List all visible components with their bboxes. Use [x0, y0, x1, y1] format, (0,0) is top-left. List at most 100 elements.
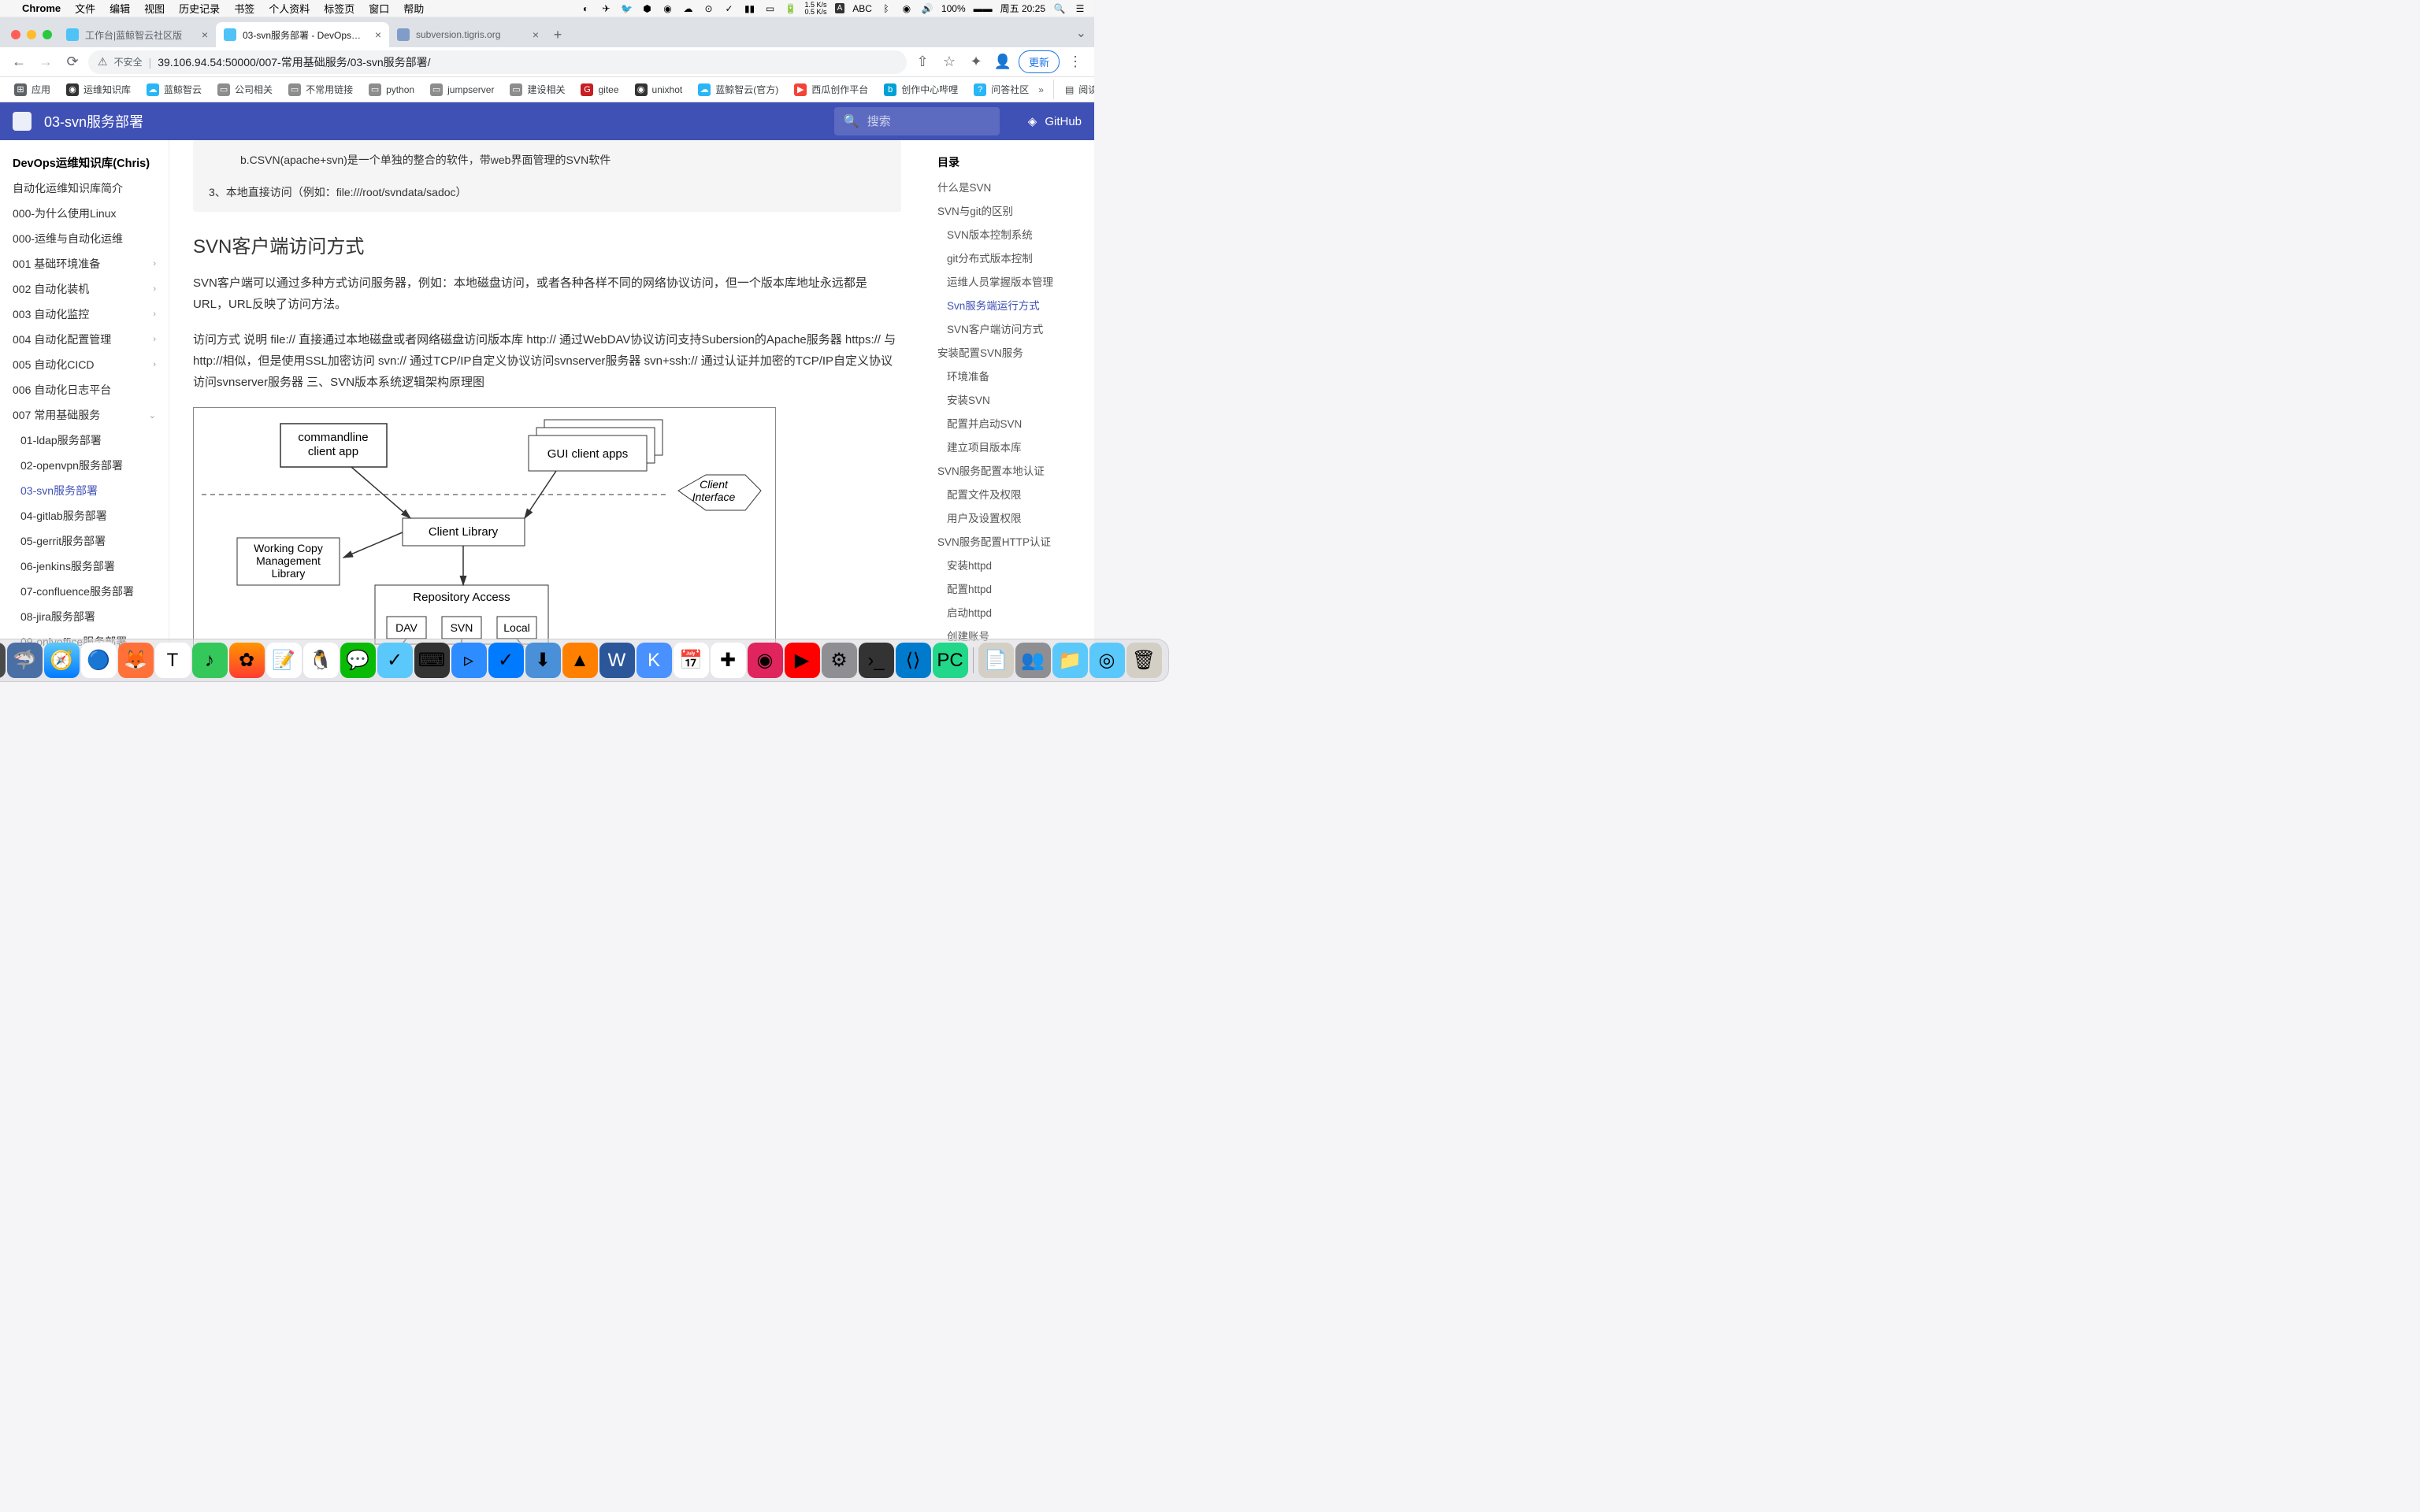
browser-tab[interactable]: 工作台|蓝鲸智云社区版 ×	[58, 22, 216, 47]
bookmarks-overflow[interactable]: »	[1038, 84, 1044, 95]
dock-trash-icon[interactable]: 🗑	[1126, 643, 1162, 678]
bookmark-item[interactable]: Ggitee	[574, 80, 625, 99]
toc-item[interactable]: 安装httpd	[925, 553, 1094, 576]
status-icon[interactable]: ◐	[580, 2, 592, 15]
new-tab-button[interactable]: +	[547, 24, 569, 46]
profile-button[interactable]: 👤	[992, 51, 1014, 73]
close-window-button[interactable]	[11, 30, 20, 39]
dock-textedit-icon[interactable]: T	[155, 643, 191, 678]
minimize-window-button[interactable]	[27, 30, 36, 39]
sidebar-item[interactable]: 自动化运维知识库简介	[0, 176, 169, 201]
dock-firefox-icon[interactable]: 🦊	[118, 643, 154, 678]
sidebar-subitem[interactable]: 07-confluence服务部署	[0, 579, 169, 604]
sidebar-subitem[interactable]: 02-openvpn服务部署	[0, 453, 169, 478]
toc-item[interactable]: 运维人员掌握版本管理	[925, 269, 1094, 293]
tab-close-button[interactable]: ×	[202, 28, 208, 41]
battery-icon[interactable]: 🔋	[785, 2, 797, 15]
bookmark-item[interactable]: ▶西瓜创作平台	[788, 80, 874, 99]
status-icon[interactable]: ◉	[662, 2, 674, 15]
bookmark-item[interactable]: ☁蓝鲸智云	[140, 80, 208, 99]
sidebar-item[interactable]: 004 自动化配置管理›	[0, 327, 169, 352]
dock-notes-icon[interactable]: 📝	[266, 643, 302, 678]
dock-iterm-icon[interactable]: ›_	[859, 643, 894, 678]
bookmark-item[interactable]: ▭不常用链接	[282, 80, 359, 99]
toc-item[interactable]: Svn服务端运行方式	[925, 293, 1094, 317]
toc-item[interactable]: SVN服务配置HTTP认证	[925, 529, 1094, 553]
volume-icon[interactable]: 🔊	[921, 2, 933, 15]
bookmark-item[interactable]: ◉unixhot	[629, 80, 689, 99]
extensions-button[interactable]: ✦	[965, 51, 987, 73]
bookmark-item[interactable]: ☁蓝鲸智云(官方)	[692, 80, 785, 99]
search-box[interactable]: 🔍	[834, 107, 1000, 135]
dock-airdrop-icon[interactable]: ◎	[1089, 643, 1125, 678]
dock-wps-icon[interactable]: K	[637, 643, 672, 678]
ime-indicator[interactable]: A	[835, 3, 845, 13]
dock-app-icon[interactable]: ✓	[377, 643, 413, 678]
menu-tabs[interactable]: 标签页	[324, 1, 354, 16]
sidebar-item[interactable]: 003 自动化监控›	[0, 302, 169, 327]
bookmark-item[interactable]: ?问答社区	[967, 80, 1035, 99]
dock-pycharm-icon[interactable]: PC	[933, 643, 968, 678]
toc-item[interactable]: 启动httpd	[925, 600, 1094, 624]
menu-bookmarks[interactable]: 书签	[234, 1, 254, 16]
status-icon[interactable]: ✓	[723, 2, 736, 15]
sidebar-subitem[interactable]: 03-svn服务部署	[0, 478, 169, 503]
dock-folder-icon[interactable]: 📁	[1052, 643, 1088, 678]
dock-calendar-icon[interactable]: 📅	[674, 643, 709, 678]
dock-youtube-icon[interactable]: ▶	[785, 643, 820, 678]
sidebar-subitem[interactable]: 04-gitlab服务部署	[0, 503, 169, 528]
sidebar-item[interactable]: 000-运维与自动化运维	[0, 226, 169, 251]
dock-photos-icon[interactable]: ✿	[229, 643, 265, 678]
dock-terminal-icon[interactable]: ⌨	[414, 643, 450, 678]
sidebar-item[interactable]: 005 自动化CICD›	[0, 352, 169, 377]
dock-qq-icon[interactable]: 🐧	[303, 643, 339, 678]
dock-music-icon[interactable]: ♪	[192, 643, 228, 678]
dock-wechat-icon[interactable]: 💬	[340, 643, 376, 678]
bookmark-item[interactable]: ◉运维知识库	[60, 80, 137, 99]
bookmark-item[interactable]: ▭jumpserver	[424, 80, 500, 99]
status-icon[interactable]: ▭	[764, 2, 777, 15]
search-input[interactable]	[867, 115, 990, 128]
sidebar-item[interactable]: 002 自动化装机›	[0, 276, 169, 302]
dock-app-icon[interactable]: ✓	[488, 643, 524, 678]
dock-settings-icon[interactable]: ⚙	[822, 643, 857, 678]
menu-edit[interactable]: 编辑	[109, 1, 130, 16]
sidebar-item[interactable]: 000-为什么使用Linux	[0, 201, 169, 226]
browser-tab[interactable]: subversion.tigris.org ×	[389, 22, 547, 47]
toc-item[interactable]: 用户及设置权限	[925, 506, 1094, 529]
menu-button[interactable]: ⋮	[1064, 51, 1086, 73]
dock-zoom-icon[interactable]: ▹	[451, 643, 487, 678]
toc-item[interactable]: 配置并启动SVN	[925, 411, 1094, 435]
dock-doc-icon[interactable]: 📄	[978, 643, 1014, 678]
maximize-window-button[interactable]	[43, 30, 52, 39]
dock-vlc-icon[interactable]: ▲	[562, 643, 598, 678]
toc-item[interactable]: 配置文件及权限	[925, 482, 1094, 506]
bluetooth-icon[interactable]: ᛒ	[880, 2, 893, 15]
sidebar-subitem[interactable]: 05-gerrit服务部署	[0, 528, 169, 554]
status-icon[interactable]: ☁	[682, 2, 695, 15]
status-icon[interactable]: 🐦	[621, 2, 633, 15]
dock-vscode-icon[interactable]: ⟨⟩	[896, 643, 931, 678]
ime-label[interactable]: ABC	[852, 3, 872, 14]
menu-file[interactable]: 文件	[75, 1, 95, 16]
dock-app-icon[interactable]: ◉	[748, 643, 783, 678]
dock-launchpad-icon[interactable]: ✦	[0, 643, 6, 678]
toc-item[interactable]: 安装配置SVN服务	[925, 340, 1094, 364]
toc-item[interactable]: git分布式版本控制	[925, 246, 1094, 269]
bookmark-item[interactable]: ▭建设相关	[503, 80, 571, 99]
sidebar-subitem[interactable]: 08-jira服务部署	[0, 604, 169, 629]
clock[interactable]: 周五 20:25	[1000, 2, 1045, 15]
bookmark-item[interactable]: b创作中心哔哩	[878, 80, 964, 99]
menubar-app[interactable]: Chrome	[22, 2, 61, 14]
menu-view[interactable]: 视图	[144, 1, 165, 16]
dock-app-icon[interactable]: ⬇	[525, 643, 561, 678]
status-icon[interactable]: ⬢	[641, 2, 654, 15]
sidebar-subitem[interactable]: 01-ldap服务部署	[0, 428, 169, 453]
dock-app-icon[interactable]: ✚	[711, 643, 746, 678]
menu-history[interactable]: 历史记录	[179, 1, 220, 16]
dock-safari-icon[interactable]: 🧭	[44, 643, 80, 678]
menu-window[interactable]: 窗口	[369, 1, 389, 16]
status-icon[interactable]: ⊙	[703, 2, 715, 15]
forward-button[interactable]: →	[35, 51, 57, 73]
reload-button[interactable]: ⟳	[61, 51, 84, 73]
